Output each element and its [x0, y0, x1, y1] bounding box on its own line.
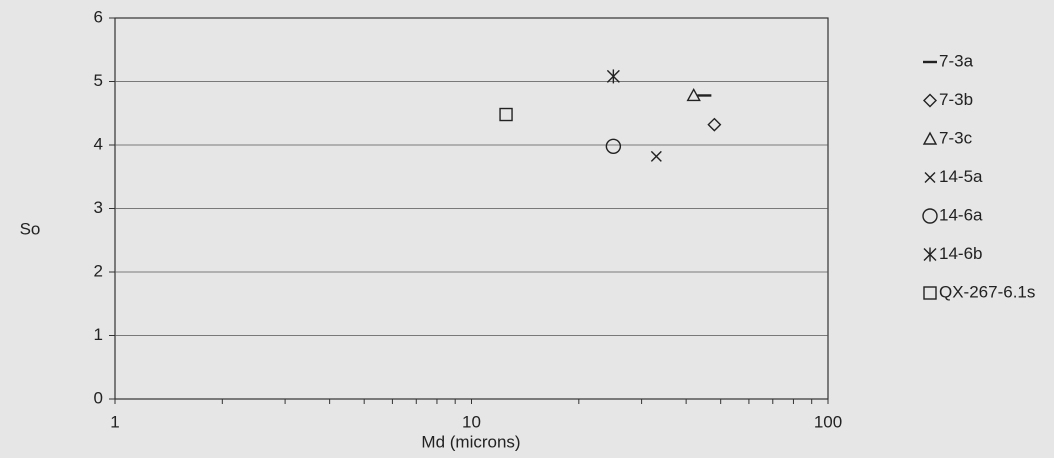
legend-item: 7-3a: [923, 51, 974, 70]
legend-marker: [922, 208, 938, 224]
y-tick-label: 2: [94, 261, 103, 280]
y-tick-label: 3: [94, 198, 103, 217]
data-points: [499, 69, 722, 162]
data-point: [605, 138, 622, 154]
legend-marker: [924, 172, 936, 183]
legend-item: 7-3b: [923, 90, 973, 109]
y-tick-label: 0: [94, 388, 103, 407]
legend-marker: [923, 286, 937, 300]
x-tick-label: 1: [110, 412, 119, 431]
legend-item: 14-6a: [922, 205, 983, 224]
legend-label: 14-5a: [939, 167, 983, 186]
gridlines: [115, 81, 828, 336]
legend-label: QX-267-6.1s: [939, 282, 1035, 301]
x-axis-ticks: 1 10 100: [110, 399, 842, 431]
x-axis-title: Md (microns): [421, 432, 520, 451]
legend-label: 14-6a: [939, 205, 983, 224]
data-point: [499, 107, 513, 122]
legend-label: 7-3a: [939, 51, 974, 70]
y-tick-label: 5: [94, 71, 103, 90]
legend-marker: [922, 131, 938, 145]
legend-marker: [923, 93, 937, 108]
y-axis-ticks: 0 1 2 3 4 5 6: [94, 7, 115, 407]
legend-label: 7-3c: [939, 128, 973, 147]
y-tick-label: 1: [94, 325, 103, 344]
legend-label: 7-3b: [939, 90, 973, 109]
x-tick-label: 10: [462, 412, 481, 431]
data-point: [707, 117, 722, 132]
data-point: [650, 150, 662, 162]
legend-label: 14-6b: [939, 244, 982, 263]
y-axis-title: So: [20, 219, 41, 238]
y-tick-label: 4: [94, 134, 103, 153]
legend-item: 14-5a: [924, 167, 983, 186]
data-point: [606, 69, 620, 84]
legend-item: 14-6b: [923, 244, 982, 263]
x-tick-label: 100: [814, 412, 842, 431]
legend-item: 7-3c: [922, 128, 973, 147]
legend-marker: [923, 247, 937, 262]
legend: 7-3a 7-3b 7-3c 14-5a 14-6a 14-6b QX-267-6.1s: [922, 51, 1035, 301]
y-tick-label: 6: [94, 7, 103, 26]
data-point: [686, 88, 701, 102]
legend-item: QX-267-6.1s: [923, 282, 1035, 301]
